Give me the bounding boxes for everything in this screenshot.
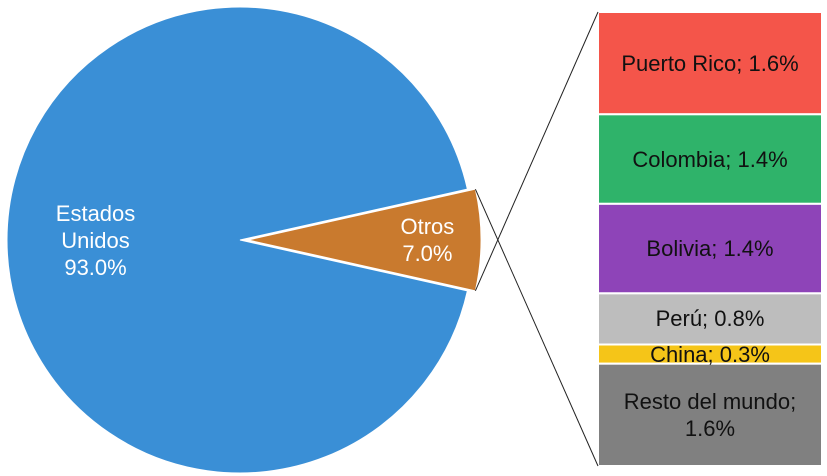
bar-segment xyxy=(597,292,823,346)
connector-line xyxy=(474,11,599,292)
connector-line xyxy=(474,188,599,467)
bar-segment xyxy=(597,362,823,468)
bar-segment xyxy=(597,113,823,205)
bar-segment xyxy=(597,343,823,365)
pie-slice xyxy=(6,6,468,474)
bar-segment xyxy=(597,11,823,116)
bar-segment xyxy=(597,202,823,295)
